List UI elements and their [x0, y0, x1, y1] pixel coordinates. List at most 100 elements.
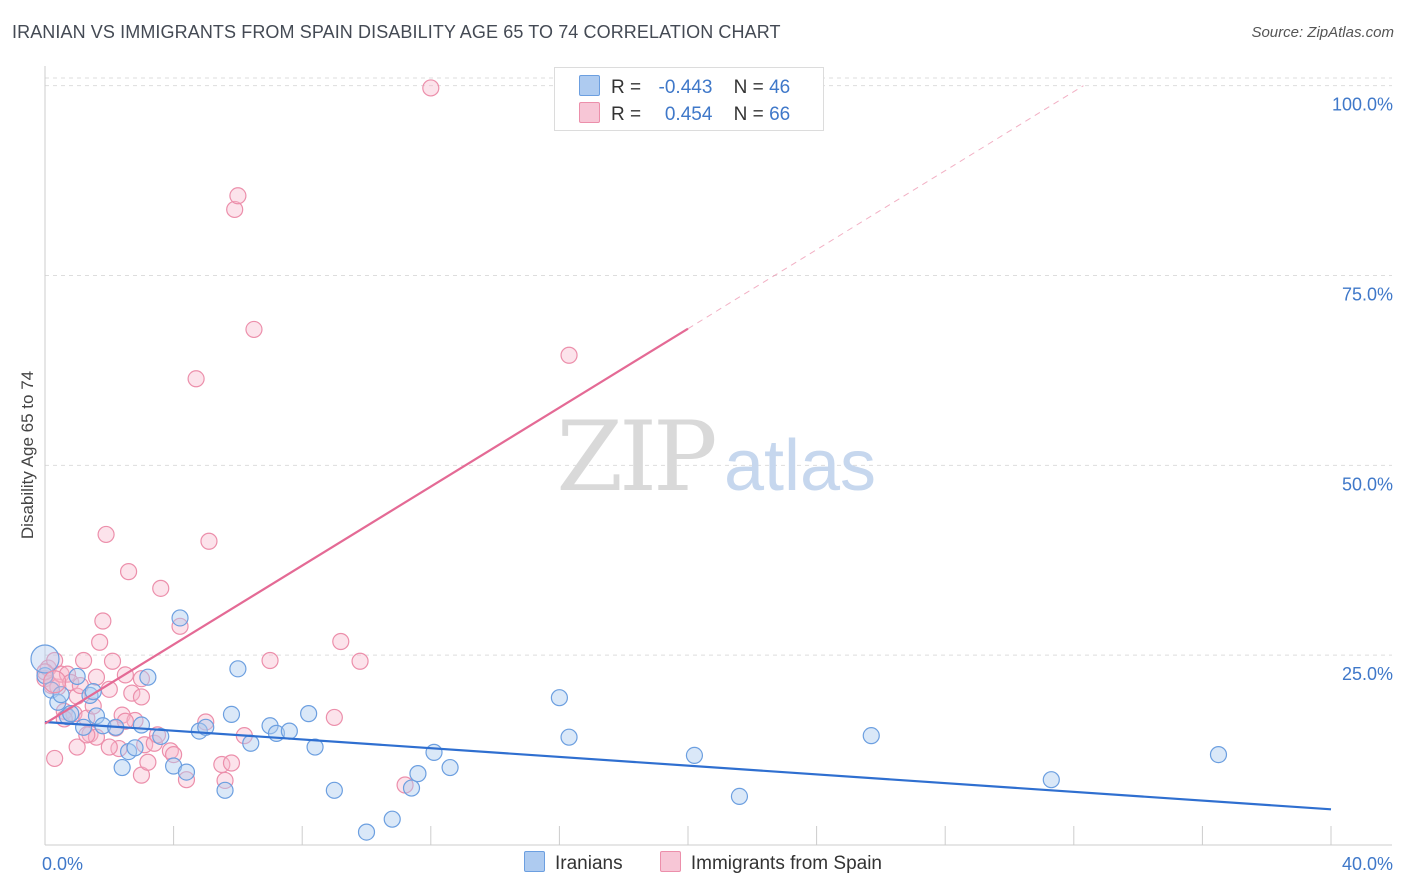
iranian-point: [280, 722, 298, 740]
spain-point: [560, 346, 578, 364]
iranians-trend-line: [44, 720, 1332, 811]
legend-item-spain[interactable]: Immigrants from Spain: [659, 851, 882, 875]
r-label: R =: [611, 104, 642, 125]
y-tick-label: 50.0%: [1342, 474, 1393, 494]
n-value: 66: [769, 104, 791, 125]
spain-trend-extension: [687, 85, 1084, 330]
correlation-legend: R = -0.443 N = 46 R = 0.454 N = 66: [554, 67, 824, 131]
spain-point: [351, 652, 369, 670]
spain-point: [43, 670, 67, 694]
source-label: Source: ZipAtlas.com: [1251, 24, 1394, 41]
y-tick-label: 100.0%: [1332, 95, 1393, 115]
spain-point: [74, 651, 93, 670]
chart-title: IRANIAN VS IMMIGRANTS FROM SPAIN DISABIL…: [12, 22, 781, 42]
spain-point: [94, 612, 112, 630]
legend-label: Immigrants from Spain: [690, 853, 882, 874]
iranian-point: [862, 727, 880, 745]
iranian-point: [68, 667, 86, 686]
iranian-point: [300, 705, 318, 723]
spain-point: [91, 633, 109, 651]
spain-point: [132, 670, 151, 688]
iranian-point: [560, 728, 578, 746]
points-layer: [30, 79, 1228, 841]
iranians-swatch: [579, 75, 600, 96]
iranian-point: [402, 779, 421, 797]
spain-trend-line: [44, 327, 689, 725]
iranian-point: [222, 705, 241, 723]
spain-point: [116, 712, 134, 730]
iranian-point: [229, 660, 247, 678]
spain-point: [46, 749, 64, 768]
r-value: -0.443: [658, 77, 713, 98]
spain-point: [68, 738, 86, 756]
n-value: 46: [769, 77, 791, 98]
spain-point: [222, 754, 241, 772]
iranian-point: [30, 644, 60, 674]
spain-point: [229, 187, 247, 205]
watermark-atlas: atlas: [724, 426, 876, 506]
iranian-point: [409, 765, 427, 783]
r-value: 0.454: [664, 104, 713, 125]
legend-row-iranians: R = -0.443 N = 46: [579, 75, 790, 101]
iranian-point: [52, 686, 70, 704]
iranian-point: [325, 781, 343, 799]
iranian-point: [87, 707, 106, 725]
trend-layer: [44, 85, 1332, 811]
spain-point: [332, 632, 350, 651]
iranian-point: [152, 727, 170, 746]
tick-label-layer: 25.0% 50.0% 75.0% 100.0% 0.0% 40.0%: [42, 95, 1393, 874]
iranian-point: [139, 668, 157, 686]
iranian-point: [242, 734, 260, 752]
spain-point: [139, 753, 157, 771]
spain-point: [84, 697, 102, 715]
legend-item-iranians[interactable]: Iranians: [523, 851, 623, 875]
legend-row-spain: R = 0.454 N = 66: [579, 102, 790, 128]
iranian-point: [216, 781, 234, 799]
spain-point: [132, 688, 151, 706]
spain-point: [197, 713, 215, 731]
spain-point: [97, 525, 115, 544]
spain-point: [226, 200, 244, 219]
spain-point: [216, 771, 234, 790]
iranian-point: [357, 823, 376, 841]
y-tick-label: 75.0%: [1342, 285, 1393, 305]
spain-swatch: [659, 851, 681, 872]
spain-point: [261, 651, 279, 670]
y-tick-label: 25.0%: [1342, 664, 1393, 684]
spain-point: [100, 738, 118, 756]
iranian-point: [171, 609, 189, 627]
iranian-point: [730, 787, 749, 806]
iranian-point: [383, 810, 401, 828]
spain-point: [422, 79, 440, 97]
iranian-point: [441, 758, 459, 777]
iranian-point: [550, 689, 569, 707]
x-tick-label: 0.0%: [42, 854, 83, 874]
iranian-point: [1042, 771, 1060, 789]
legend-label: Iranians: [554, 853, 623, 874]
iranian-point: [1209, 746, 1228, 764]
spain-point: [123, 684, 141, 702]
spain-swatch: [579, 102, 600, 123]
x-tick-label: 40.0%: [1342, 854, 1393, 874]
iranian-point: [113, 758, 131, 777]
iranian-point: [425, 743, 443, 761]
iranian-point: [126, 739, 144, 757]
spain-point: [103, 652, 122, 670]
spain-point: [200, 532, 218, 550]
series-legend: Iranians Immigrants from Spain: [0, 851, 1406, 875]
spain-point: [87, 668, 106, 686]
iranians-swatch: [523, 851, 545, 872]
spain-point: [187, 370, 205, 388]
spain-point: [152, 579, 170, 597]
n-label: N =: [733, 77, 764, 98]
iranian-point: [685, 746, 704, 764]
spain-point: [325, 708, 343, 727]
spain-point: [119, 563, 138, 581]
iranian-point: [197, 718, 215, 736]
spain-point: [245, 320, 263, 339]
grid-layer: [45, 77, 1392, 656]
n-label: N =: [733, 104, 764, 125]
iranian-point: [132, 716, 151, 734]
spain-point: [36, 663, 54, 681]
axis-layer: [44, 66, 1392, 846]
